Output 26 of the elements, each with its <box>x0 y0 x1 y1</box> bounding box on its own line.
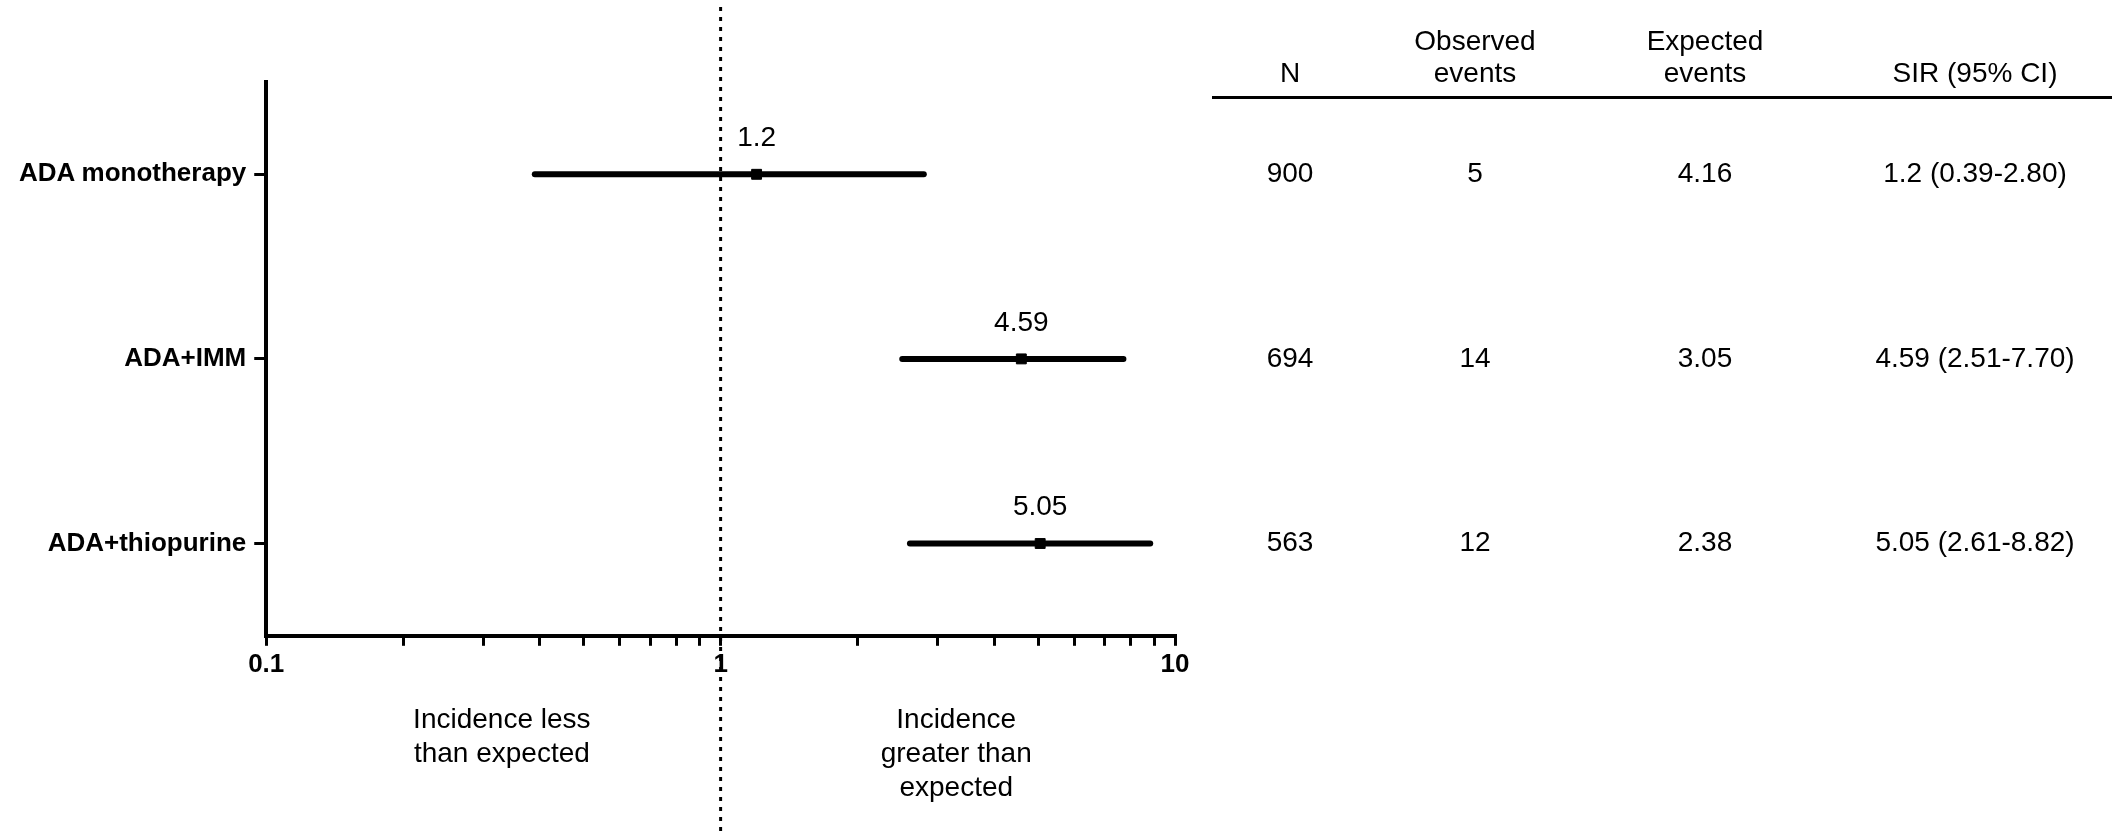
text: Incidence less than expected <box>413 702 591 768</box>
data-label: 1.2 <box>737 121 777 153</box>
text: SIR (95% CI) <box>1892 56 2058 88</box>
text: 694 <box>1266 341 1314 373</box>
data-label: 4.59 <box>994 305 1049 337</box>
data-label: 5.05 <box>1012 490 1068 522</box>
text: Expected events <box>1646 24 1764 88</box>
text: Observed events <box>1414 24 1536 88</box>
text: 5 <box>1467 157 1483 189</box>
y-tick-label: ADA+IMM <box>124 342 247 373</box>
text: 3.05 <box>1677 341 1733 373</box>
text: 5.05 (2.61-8.82) <box>1875 526 2075 558</box>
text: 4.59 (2.51-7.70) <box>1875 341 2075 373</box>
y-tick-label: ADA+thiopurine <box>47 526 247 557</box>
text: 1.2 (0.39-2.80) <box>1883 157 2067 189</box>
text: 12 <box>1459 526 1491 558</box>
x-tick-label: 0.1 <box>248 647 285 678</box>
text: 900 <box>1266 157 1314 189</box>
text: N <box>1279 56 1301 88</box>
text: 2.38 <box>1677 526 1733 558</box>
text: 563 <box>1266 526 1314 558</box>
text: Incidence greater than expected <box>880 702 1032 802</box>
x-tick-label: 10 <box>1160 647 1190 678</box>
y-tick-label: ADA monotherapy <box>18 157 247 188</box>
text: 4.16 <box>1677 157 1733 189</box>
text: 14 <box>1459 341 1491 373</box>
